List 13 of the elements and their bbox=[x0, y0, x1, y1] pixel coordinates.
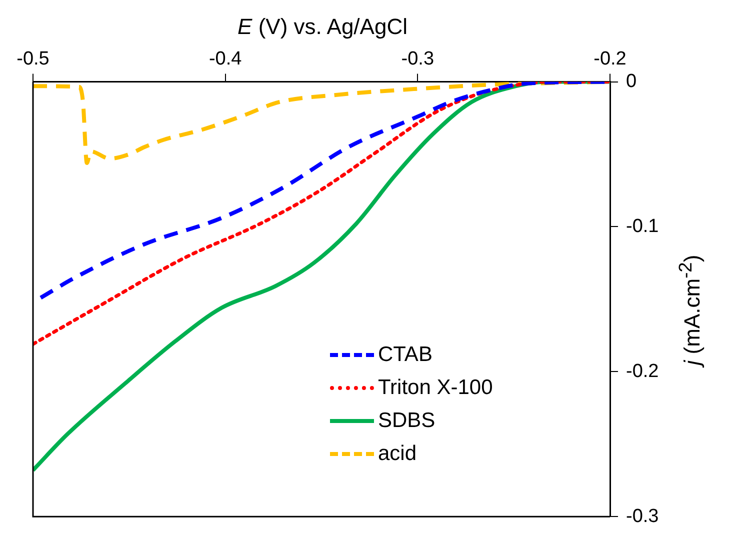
y-tick-label: 0 bbox=[626, 71, 637, 92]
x-tick-label: -0.3 bbox=[401, 48, 434, 70]
x-tick-label: -0.5 bbox=[16, 48, 50, 70]
legend-label: SDBS bbox=[378, 409, 436, 433]
legend-label: Triton X-100 bbox=[378, 376, 493, 400]
legend-label: CTAB bbox=[378, 343, 432, 367]
legend-label: acid bbox=[378, 442, 417, 466]
y-tick-label: -0.1 bbox=[626, 216, 659, 237]
y-tick-label: -0.3 bbox=[626, 506, 659, 527]
y-tick-label: -0.2 bbox=[626, 360, 659, 382]
x-tick-label: -0.4 bbox=[208, 48, 242, 70]
x-tick-label: -0.2 bbox=[594, 48, 626, 70]
x-axis-title: E (V) vs. Ag/AgCl bbox=[236, 14, 408, 40]
